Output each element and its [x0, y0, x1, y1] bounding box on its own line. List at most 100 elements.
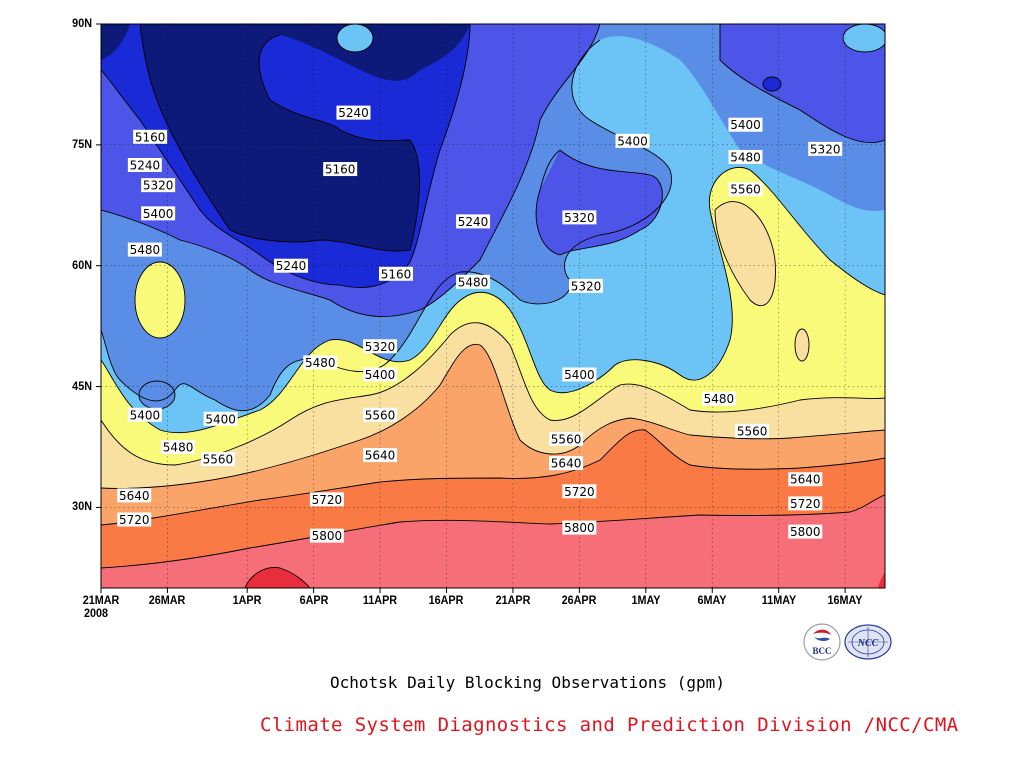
contour-label: 5560: [363, 407, 398, 422]
contour-label: 5320: [808, 141, 843, 156]
contour-label-box: [133, 129, 168, 144]
contour-label-box: [788, 524, 823, 539]
contour-label-text: 5400: [143, 207, 174, 221]
contour-label: 5480: [701, 391, 736, 406]
contour-label-text: 5400: [205, 412, 236, 426]
contour-label-text: 5480: [163, 441, 194, 455]
contour-label: 5800: [309, 528, 344, 543]
contour-label: 5480: [456, 274, 491, 289]
contour-label-box: [141, 178, 176, 193]
cell-5320-west: [139, 381, 175, 409]
contour-label-text: 5320: [571, 279, 602, 293]
contour-fills: [101, 24, 885, 588]
contour-label-box: [363, 448, 398, 463]
contour-label-text: 5560: [551, 432, 582, 446]
contour-label-text: 5720: [119, 513, 150, 527]
contour-label-text: 5480: [730, 150, 761, 164]
bcc-logo-text: BCC: [812, 646, 831, 656]
contour-label: 5560: [735, 423, 770, 438]
ncc-logo-text: NCC: [857, 638, 879, 649]
contour-label: 5640: [117, 488, 152, 503]
contour-label-box: [363, 339, 398, 354]
contour-label-box: [788, 496, 823, 511]
contour-label-text: 5400: [564, 368, 595, 382]
contour-label-box: [117, 512, 152, 527]
contour-label: 5480: [127, 242, 162, 257]
contour-label: 5400: [363, 367, 398, 382]
y-tick-label: 75N: [72, 136, 92, 151]
y-tick-label: 60N: [72, 257, 92, 272]
contour-label-box: [808, 141, 843, 156]
cell-5400-north: [337, 24, 373, 52]
contour-label: 5240: [274, 258, 309, 273]
contour-label-text: 5640: [365, 449, 396, 463]
x-tick-label: 16APR: [429, 593, 464, 607]
contour-label: 5400: [615, 133, 650, 148]
x-tick-label: 11APR: [362, 593, 398, 607]
cell-5480-west: [135, 262, 185, 338]
contour-label-text: 5240: [338, 106, 369, 120]
contour-label-box: [200, 452, 235, 467]
contour-label-text: 5400: [730, 118, 761, 132]
contour-label-text: 5320: [810, 142, 841, 156]
x-tick-label: 6MAY: [697, 593, 727, 607]
contour-label-box: [728, 117, 763, 132]
contour-label: 5480: [728, 149, 763, 164]
contour-label-box: [378, 266, 413, 281]
contour-label: 5800: [562, 520, 597, 535]
cell-5240-east: [763, 77, 781, 91]
contour-label: 5240: [456, 214, 491, 229]
contour-label: 5480: [303, 355, 338, 370]
x-tick-label: 21MAR: [82, 593, 120, 607]
y-tick-label: 90N: [72, 16, 92, 30]
contour-label-box: [728, 182, 763, 197]
contour-label-box: [562, 210, 597, 225]
bcc-logo: BCC: [803, 623, 841, 661]
contour-label-box: [141, 206, 176, 221]
plot-frame: [100, 23, 886, 589]
contour-label-text: 5560: [365, 408, 396, 422]
contour-label: 5160: [323, 162, 358, 177]
contour-label-text: 5160: [325, 163, 356, 177]
chart-caption: Ochotsk Daily Blocking Observations (gpm…: [330, 673, 725, 692]
contour-label-text: 5480: [458, 275, 489, 289]
contour-label-text: 5480: [704, 392, 735, 406]
contour-label-text: 5640: [119, 489, 150, 503]
contour-label-text: 5320: [564, 211, 595, 225]
contour-label-text: 5400: [130, 408, 161, 422]
contour-label-box: [127, 407, 162, 422]
contour-label: 5560: [728, 182, 763, 197]
contour-label-text: 5720: [312, 493, 343, 507]
contour-label: 5320: [141, 178, 176, 193]
contour-label-text: 5160: [135, 130, 166, 144]
contour-label-text: 5400: [617, 134, 648, 148]
x-tick-label: 16MAY: [827, 593, 863, 607]
contour-label: 5160: [378, 266, 413, 281]
contour-label-text: 5640: [551, 457, 582, 471]
contour-label: 5640: [549, 456, 584, 471]
contour-label-text: 5240: [276, 259, 307, 273]
contour-label-box: [274, 258, 309, 273]
contour-label-box: [127, 158, 162, 172]
contour-label-box: [549, 431, 584, 446]
contour-label-text: 5480: [130, 243, 161, 257]
contour-label: 5400: [203, 411, 238, 426]
contour-label-box: [323, 162, 358, 177]
contour-label: 5720: [117, 512, 152, 527]
contour-label-text: 5800: [790, 525, 821, 539]
x-tick-label: 26MAR: [149, 593, 186, 607]
contour-label-box: [336, 105, 371, 120]
contour-label: 5320: [363, 339, 398, 354]
contour-label-text: 5480: [305, 356, 336, 370]
contour-label-box: [127, 242, 162, 257]
contour-label-text: 5640: [790, 473, 821, 487]
contour-label: 5480: [161, 440, 196, 455]
y-tick-label: 30N: [72, 499, 92, 514]
contour-label-box: [303, 355, 338, 370]
contour-label: 5720: [562, 484, 597, 499]
contour-label: 5320: [562, 210, 597, 225]
x-tick-label: 11MAY: [761, 593, 796, 607]
contour-label: 5400: [728, 117, 763, 132]
contour-label-text: 5560: [730, 183, 761, 197]
